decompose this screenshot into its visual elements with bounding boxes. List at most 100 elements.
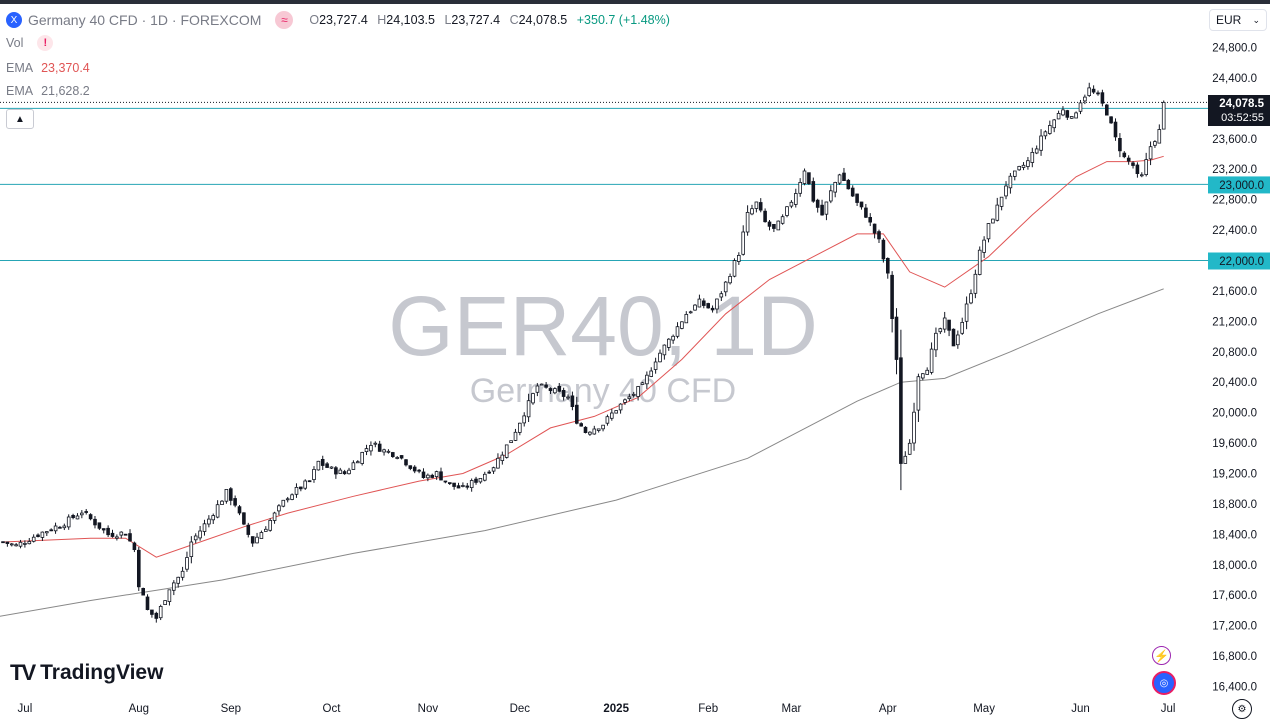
warning-icon[interactable]: ! [37, 35, 54, 51]
candle-body [1074, 112, 1078, 119]
symbol-logo-icon[interactable]: X [6, 12, 22, 28]
candle-body [237, 506, 242, 514]
ema-layer [0, 155, 1164, 617]
candle-body [430, 474, 434, 478]
candle-body [110, 532, 115, 537]
candle-body [5, 541, 10, 545]
candle-body [789, 201, 794, 207]
time-tick-label: Mar [781, 703, 801, 715]
candle-body [347, 469, 351, 475]
candle-body [745, 211, 750, 233]
lightning-icon[interactable]: ⚡ [1152, 646, 1171, 665]
candle-body [723, 281, 728, 293]
price-tick-label: 24,800.0 [1212, 43, 1257, 55]
ema-fast-legend[interactable]: EMA 23,370.4 [6, 61, 90, 75]
time-tick-label: Aug [129, 703, 149, 715]
candle-body [846, 179, 851, 190]
candle-body [859, 201, 864, 208]
candle-body [776, 220, 781, 231]
candle-body [1008, 175, 1013, 189]
tradingview-logo[interactable]: TV TradingView [10, 660, 163, 686]
price-tick-label: 22,400.0 [1212, 225, 1257, 237]
time-tick-label: 2025 [603, 703, 629, 715]
candle-body [991, 218, 995, 224]
candle-body [132, 542, 137, 550]
ema-slow-legend[interactable]: EMA 21,628.2 [6, 84, 90, 98]
candle-body [207, 518, 211, 525]
candle-body [456, 485, 461, 489]
candle-body [1131, 162, 1135, 166]
candle-body [855, 193, 859, 203]
candle-body [868, 216, 872, 223]
candle-body [631, 393, 636, 396]
candle-body [373, 442, 378, 445]
candle-body [925, 369, 929, 375]
candle-body [461, 485, 465, 487]
settings-gear-icon[interactable]: ⚙ [1232, 699, 1252, 719]
candle-body [329, 466, 334, 469]
candle-body [794, 193, 798, 205]
ohlc-values: O23,727.4 H24,103.5 L23,727.4 C24,078.5 … [309, 13, 670, 27]
candle-body [351, 462, 356, 470]
candle-body [1078, 102, 1083, 112]
candle-body [942, 317, 947, 330]
candle-body [763, 210, 767, 223]
time-tick-label: Apr [879, 703, 897, 715]
wave-icon[interactable]: ≈ [275, 11, 294, 29]
candle-body [553, 388, 557, 394]
candle-body [772, 223, 776, 229]
candle-body [588, 431, 592, 435]
ema-slow-value: 21,628.2 [41, 84, 90, 98]
candle-body [478, 477, 483, 483]
candle-body [798, 181, 802, 194]
candle-body [610, 412, 614, 419]
candle-body [1140, 174, 1144, 177]
candle-body [1069, 116, 1074, 119]
candle-body [75, 515, 80, 520]
candle-body [1148, 146, 1153, 160]
brand-name: TradingView [40, 661, 164, 684]
symbol-title[interactable]: Germany 40 CFD · 1D · FOREXCOM [28, 12, 262, 28]
candle-body [272, 512, 277, 521]
candle-body [167, 589, 172, 602]
chevron-down-icon: ⌄ [1252, 14, 1260, 25]
candle-body [71, 515, 75, 519]
candle-body [412, 466, 417, 472]
volume-legend[interactable]: Vol ! [6, 35, 54, 51]
candle-body [504, 444, 509, 458]
time-tick-label: Jul [1161, 703, 1176, 715]
candle-body [298, 486, 303, 490]
candle-body [101, 528, 106, 531]
candle-body [912, 411, 916, 444]
candle-body [544, 384, 548, 388]
candle-body [649, 370, 653, 377]
time-axis[interactable]: Jul Aug Sep Oct Nov Dec 2025 Feb Mar Apr May Jun Jul [18, 703, 1176, 715]
time-tick-label: Jul [18, 703, 33, 715]
globe-icon[interactable]: ◎ [1152, 671, 1176, 695]
collapse-legend-button[interactable]: ▲ [6, 109, 34, 129]
candle-body [1061, 109, 1065, 116]
candle-body [404, 459, 408, 466]
candle-body [93, 518, 97, 526]
candle-body [1109, 116, 1113, 124]
price-axis[interactable]: 16,400.0 16,800.0 17,200.0 17,600.0 18,000.0… [1212, 43, 1257, 694]
tv-mark-icon: TV [10, 660, 36, 685]
candle-body [605, 416, 610, 424]
candle-body [570, 395, 575, 407]
candle-body [268, 520, 272, 531]
candle-body [189, 541, 194, 558]
price-tick-label: 17,600.0 [1212, 590, 1257, 602]
candle-body [697, 298, 702, 308]
candle-body [999, 196, 1004, 207]
candle-body [658, 352, 662, 363]
candle-body [277, 505, 281, 512]
candle-body [417, 469, 421, 472]
candle-body [259, 532, 264, 539]
currency-selector[interactable]: EUR ⌄ [1209, 9, 1267, 31]
candle-body [369, 444, 373, 452]
candle-body [220, 500, 224, 506]
candle-body [1118, 137, 1122, 152]
candle-body [667, 338, 671, 348]
candle-body [355, 461, 360, 464]
